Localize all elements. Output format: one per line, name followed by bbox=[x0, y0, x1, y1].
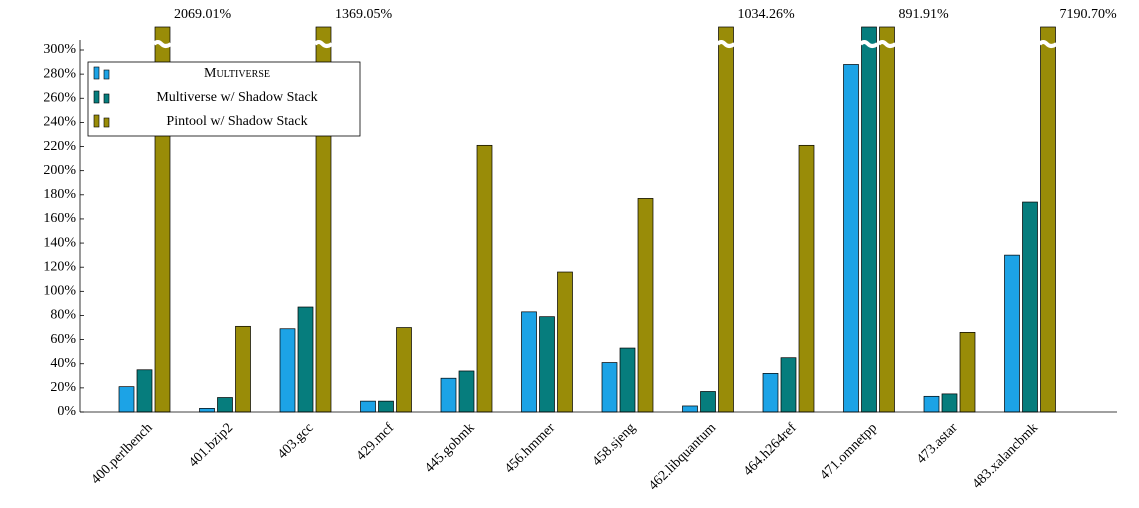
axis-break bbox=[152, 40, 173, 48]
x-tick-label: 456.hmmer bbox=[502, 420, 558, 476]
bar bbox=[396, 327, 412, 413]
bar bbox=[235, 325, 251, 413]
axis-break bbox=[313, 40, 334, 48]
bar bbox=[279, 328, 296, 413]
legend-swatch bbox=[103, 93, 110, 104]
legend-swatch bbox=[93, 66, 100, 80]
legend-swatch bbox=[93, 90, 100, 104]
bar bbox=[1040, 26, 1056, 413]
x-tick-label: 429.mcf bbox=[354, 420, 398, 464]
y-tick-label: 20% bbox=[50, 380, 76, 395]
y-tick-label: 300% bbox=[43, 42, 76, 57]
x-tick-label: 464.h264ref bbox=[741, 420, 800, 479]
bar bbox=[700, 391, 716, 413]
x-tick-label: 483.xalancbmk bbox=[970, 420, 1041, 491]
value-label: 7190.70% bbox=[1060, 7, 1118, 22]
legend-label: Pintool w/ Shadow Stack bbox=[166, 114, 307, 129]
x-tick-label: 458.sjeng bbox=[590, 420, 639, 469]
y-tick-label: 140% bbox=[43, 235, 76, 250]
value-label: 1369.05% bbox=[335, 7, 393, 22]
y-tick-label: 160% bbox=[43, 211, 76, 226]
bar bbox=[843, 64, 859, 413]
y-tick-label: 80% bbox=[50, 308, 76, 323]
bar bbox=[118, 386, 135, 413]
bar bbox=[458, 370, 475, 413]
value-label: 1034.26% bbox=[738, 7, 796, 22]
bar bbox=[959, 332, 976, 413]
axis-break bbox=[859, 40, 879, 48]
y-tick-label: 260% bbox=[43, 90, 76, 105]
value-label: 2069.01% bbox=[174, 7, 232, 22]
axis-break bbox=[716, 40, 736, 48]
bar bbox=[217, 397, 233, 413]
y-tick-label: 40% bbox=[50, 356, 76, 371]
bar bbox=[539, 316, 555, 413]
bar bbox=[297, 306, 314, 413]
x-tick-label: 403.gcc bbox=[275, 420, 317, 462]
y-tick-label: 0% bbox=[57, 404, 76, 419]
bar bbox=[718, 26, 734, 413]
bar bbox=[798, 144, 815, 413]
legend-label: Multiverse bbox=[204, 66, 270, 81]
y-tick-label: 180% bbox=[43, 187, 76, 202]
x-tick-label: 462.libquantum bbox=[646, 420, 719, 493]
x-tick-label: 400.perlbench bbox=[89, 420, 156, 487]
y-tick-label: 280% bbox=[43, 66, 76, 81]
bar bbox=[1004, 254, 1020, 413]
legend-box bbox=[87, 61, 361, 137]
y-tick-label: 220% bbox=[43, 139, 76, 154]
y-tick-label: 120% bbox=[43, 259, 76, 274]
y-tick-label: 240% bbox=[43, 115, 76, 130]
legend-label: Multiverse w/ Shadow Stack bbox=[156, 90, 317, 105]
bar bbox=[557, 271, 573, 413]
y-tick-label: 60% bbox=[50, 332, 76, 347]
bar bbox=[521, 311, 537, 413]
x-tick-label: 445.gobmk bbox=[422, 420, 477, 475]
bar bbox=[601, 362, 618, 413]
y-tick-label: 200% bbox=[43, 163, 76, 178]
bar bbox=[861, 26, 877, 413]
bar bbox=[762, 373, 779, 413]
y-tick-label: 100% bbox=[43, 284, 76, 299]
x-tick-label: 473.astar bbox=[914, 420, 961, 467]
x-tick-label: 471.omnetpp bbox=[818, 420, 881, 483]
bar bbox=[378, 400, 394, 413]
bar bbox=[440, 377, 457, 413]
x-tick-label: 401.bzip2 bbox=[186, 420, 236, 470]
legend: Multiverse Multiverse w/ Shadow Stack Pint… bbox=[87, 61, 361, 137]
axis-break bbox=[1038, 40, 1058, 48]
legend-swatch bbox=[93, 114, 100, 128]
bar bbox=[619, 347, 636, 413]
legend-swatch bbox=[103, 69, 110, 80]
value-label: 891.91% bbox=[899, 7, 950, 22]
bar bbox=[360, 400, 376, 413]
bar bbox=[682, 405, 698, 413]
bar bbox=[941, 393, 958, 413]
bar bbox=[199, 408, 215, 413]
bar bbox=[1022, 201, 1038, 413]
bar bbox=[136, 369, 153, 413]
bar bbox=[879, 26, 895, 413]
bar bbox=[780, 357, 797, 413]
legend-swatch bbox=[103, 117, 110, 128]
bar bbox=[476, 144, 493, 413]
bar bbox=[637, 198, 654, 413]
axis-break bbox=[877, 40, 897, 48]
bar bbox=[923, 395, 940, 413]
